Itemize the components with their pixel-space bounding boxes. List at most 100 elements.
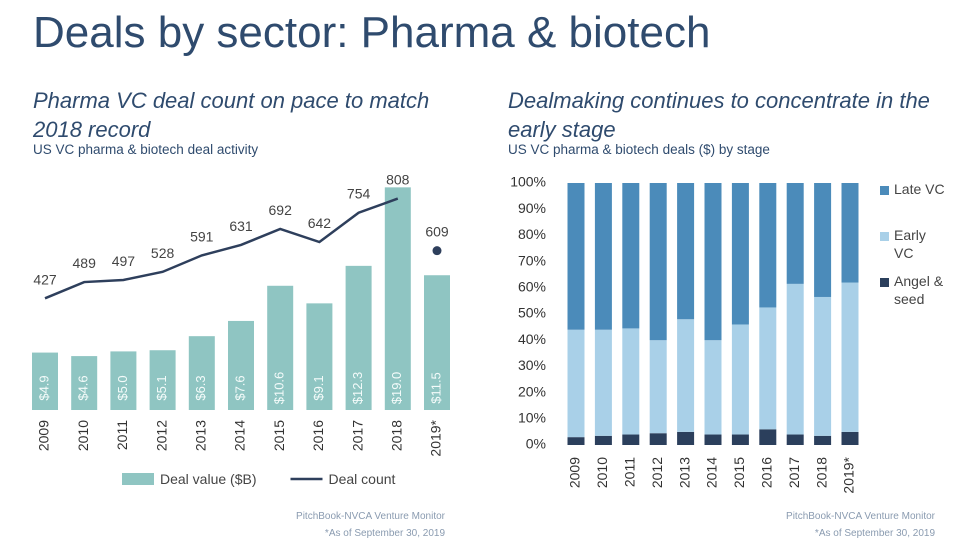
bar (71, 356, 98, 410)
x-tick-label: 2009 (567, 457, 583, 488)
bar-segment (704, 183, 722, 341)
bar-segment (594, 183, 612, 330)
bar-segment (594, 329, 612, 436)
bar-value-label: $19.0 (389, 372, 404, 405)
x-tick-label: 2019* (428, 419, 444, 456)
bar-value-label: $11.5 (428, 372, 443, 404)
line-value-label: 528 (151, 245, 175, 261)
bar-value-label: $12.3 (350, 372, 365, 405)
y-tick-label: 20% (518, 383, 546, 399)
x-tick-label: 2011 (114, 420, 130, 450)
legend-label: Deal value ($B) (160, 471, 257, 487)
bar-value-label: $10.6 (272, 372, 287, 405)
bar-segment (759, 183, 777, 308)
line-value-label: 692 (269, 202, 293, 218)
bar-value-label: $6.3 (193, 375, 208, 400)
bar-segment (786, 183, 804, 284)
bar-segment (786, 434, 804, 445)
legend-label: Late VC (894, 181, 945, 197)
bar (149, 350, 176, 410)
y-tick-label: 100% (510, 174, 546, 190)
bar (32, 352, 58, 410)
note: *As of September 30, 2019 (814, 528, 935, 539)
bar-segment (841, 183, 859, 283)
x-tick-label: 2014 (232, 420, 248, 451)
bar-value-label: $5.0 (115, 375, 130, 400)
bar-segment (731, 324, 749, 435)
line-value-label: 427 (33, 271, 57, 287)
bar-segment (622, 434, 640, 445)
bar-segment (704, 434, 722, 445)
bar (188, 336, 215, 410)
source-block: PitchBook-NVCA Venture Monitor *As of Se… (786, 508, 935, 542)
bar (424, 275, 450, 410)
legend-label: Deal count (329, 471, 396, 487)
x-tick-label: 2010 (594, 457, 610, 488)
x-tick-label: 2018 (813, 457, 829, 488)
source-block: PitchBook-NVCA Venture Monitor *As of Se… (296, 508, 445, 542)
line-value-label: 631 (229, 218, 253, 234)
x-tick-label: 2009 (36, 420, 52, 451)
legend-item: Early VC (894, 227, 926, 261)
bar-segment (731, 183, 749, 325)
y-tick-label: 40% (518, 331, 546, 347)
line-value-label: 591 (190, 228, 214, 244)
bar (110, 351, 137, 410)
bar-segment (649, 340, 667, 434)
source: PitchBook-NVCA Venture Monitor (786, 511, 935, 522)
bar-value-label: $4.9 (36, 375, 51, 400)
line (44, 197, 399, 300)
y-tick-label: 10% (518, 410, 546, 426)
line-value-label: 754 (347, 186, 371, 202)
bar (267, 285, 294, 410)
legend-swatch (880, 232, 889, 241)
bar-segment (841, 282, 859, 432)
legend-swatch (122, 473, 154, 485)
bar-segment (759, 307, 777, 430)
y-tick-label: 30% (518, 357, 546, 373)
line-value-label: 808 (386, 172, 410, 188)
bar-segment (786, 283, 804, 435)
bar (345, 265, 372, 410)
chart-title: Pharma VC deal count on pace to match 20… (33, 88, 430, 142)
bar-segment (841, 431, 859, 445)
chart-title: Dealmaking continues to concentrate in t… (508, 88, 930, 142)
line-value-label: 497 (112, 253, 136, 269)
legend-item: Angel & seed (894, 273, 943, 307)
bar-segment (677, 431, 695, 445)
x-tick-label: 2011 (622, 457, 638, 487)
line-value-label: 489 (73, 255, 97, 271)
x-tick-label: 2014 (704, 457, 720, 488)
bar-value-label: $4.6 (76, 375, 91, 400)
bar-segment (814, 435, 832, 445)
y-tick-label: 50% (518, 305, 546, 321)
y-tick-label: 70% (518, 252, 546, 268)
y-tick-label: 60% (518, 279, 546, 295)
bar-segment (677, 319, 695, 432)
x-tick-label: 2012 (153, 420, 169, 451)
x-tick-label: 2012 (649, 457, 665, 488)
y-tick-label: 90% (518, 200, 546, 216)
bar-value-label: $5.1 (154, 375, 169, 400)
bar-segment (759, 429, 777, 445)
bar-segment (567, 437, 585, 445)
line-value-label: 642 (308, 215, 332, 231)
line-value-label: 609 (425, 224, 449, 240)
x-tick-label: 2016 (310, 420, 326, 451)
bar (228, 320, 254, 410)
chart-subtitle: US VC pharma & biotech deal activity (33, 142, 259, 157)
x-tick-label: 2013 (676, 457, 692, 488)
bar-segment (622, 328, 640, 435)
bar-segment (704, 340, 722, 435)
line-point (432, 246, 442, 256)
x-tick-label: 2016 (759, 457, 775, 488)
bar (384, 187, 411, 410)
bar-segment (814, 183, 832, 297)
bar (306, 303, 333, 410)
x-tick-label: 2018 (389, 420, 405, 451)
page-title: Deals by sector: Pharma & biotech (33, 8, 711, 57)
legend-item: Late VC (894, 181, 945, 197)
x-tick-label: 2017 (349, 420, 365, 451)
